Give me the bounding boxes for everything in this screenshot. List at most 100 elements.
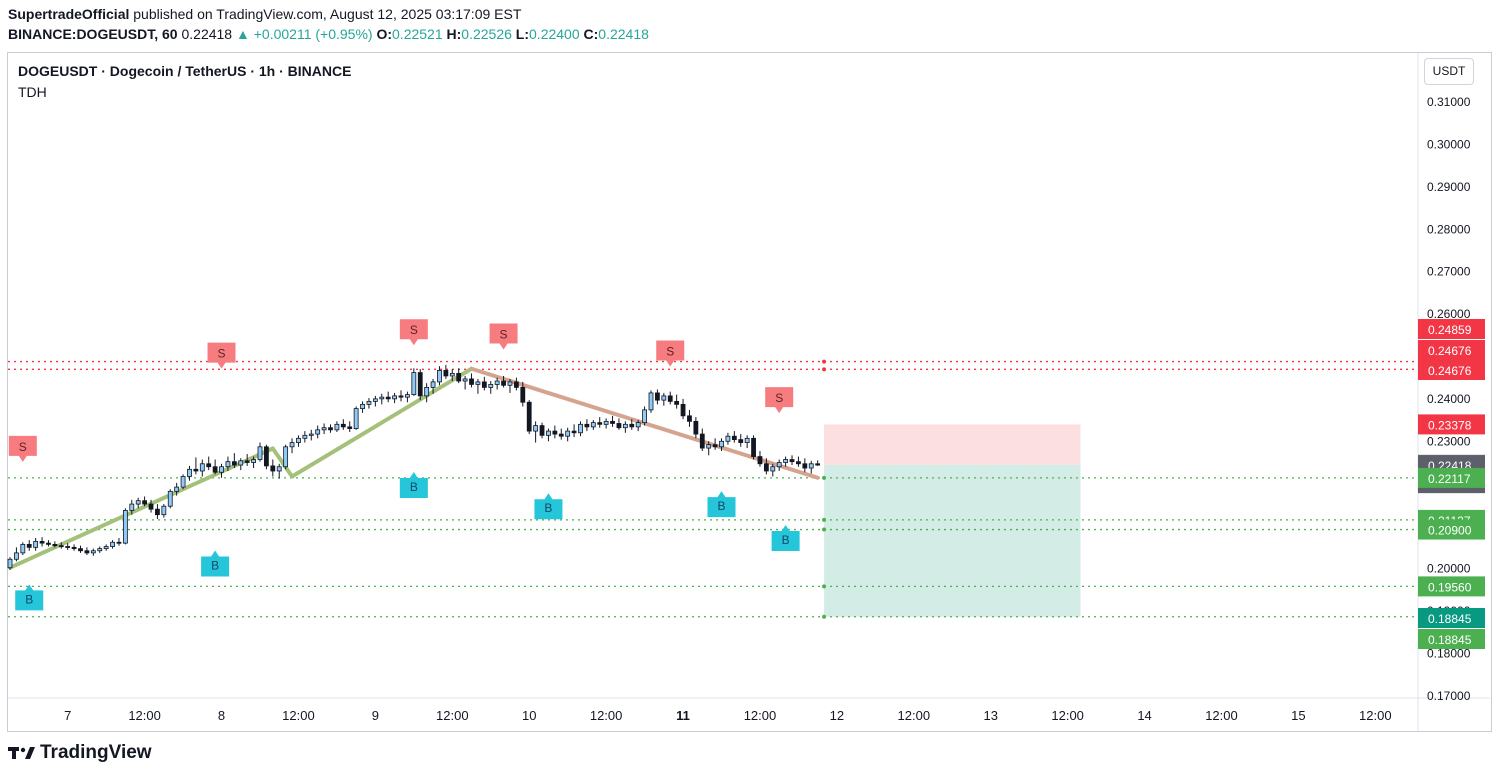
candle-body — [366, 401, 372, 405]
candle — [437, 366, 442, 386]
x-tick-label: 7 — [64, 708, 71, 723]
candle-body — [808, 463, 814, 469]
buy-signal-badge — [15, 584, 44, 611]
price-label-bg — [1418, 608, 1485, 628]
candle — [725, 432, 731, 445]
candle — [110, 540, 115, 549]
candle-body — [315, 429, 321, 435]
candle-body — [26, 543, 32, 548]
x-tick-label: 12:00 — [590, 708, 623, 723]
price-label-text: 0.19560 — [1428, 580, 1472, 594]
sell-signal-badge — [207, 342, 236, 369]
support-level-dot — [822, 614, 827, 619]
candle — [770, 463, 776, 477]
price-label-bg — [1418, 629, 1485, 649]
candle-body — [558, 433, 564, 437]
publisher-name[interactable]: SupertradeOfficial — [8, 6, 130, 22]
candle-body — [462, 378, 468, 382]
x-tick-label: 12:00 — [128, 708, 161, 723]
candle — [71, 544, 77, 551]
candle — [552, 425, 558, 439]
candle-body — [642, 409, 647, 424]
candle-body — [180, 476, 186, 488]
candle — [687, 409, 692, 427]
candle — [219, 463, 224, 478]
candle — [584, 419, 590, 432]
candle — [315, 425, 321, 439]
stop-loss-zone — [824, 424, 1081, 465]
candle-body — [770, 466, 776, 472]
candle — [571, 424, 577, 438]
candle-body — [603, 420, 609, 425]
open-value: 0.22521 — [392, 26, 443, 42]
candle — [52, 541, 58, 548]
high-label: H: — [446, 26, 462, 42]
candle-body — [693, 420, 699, 435]
candle — [597, 417, 603, 428]
candle-body — [187, 468, 192, 477]
candle-body — [353, 408, 359, 429]
buy-signal-badge — [399, 471, 428, 498]
tradingview-logo-icon — [8, 747, 35, 759]
candle-body — [174, 486, 180, 492]
candle-body — [65, 546, 71, 548]
candle — [340, 419, 346, 430]
buy-signal-label: B — [25, 592, 33, 606]
candle-body — [687, 415, 692, 422]
candle-body — [225, 461, 231, 468]
candle-body — [712, 444, 718, 448]
candle-body — [789, 459, 795, 463]
candle-body — [321, 427, 327, 431]
candle-body — [244, 460, 250, 463]
currency-button[interactable]: USDT — [1424, 58, 1474, 85]
resistance-level-dot — [822, 367, 827, 372]
candle — [372, 395, 378, 407]
candle — [167, 489, 173, 509]
candle-body — [520, 387, 526, 403]
candle — [7, 557, 13, 570]
candle-body — [231, 461, 237, 466]
candle — [738, 434, 744, 447]
price-label-bg — [1418, 340, 1485, 360]
candle-body — [494, 380, 500, 385]
price-label: 0.24859 — [1418, 319, 1485, 339]
candle-body — [622, 423, 628, 429]
candle-body — [616, 423, 622, 429]
candle-body — [289, 442, 295, 448]
buy-signal-label: B — [544, 501, 552, 515]
candle-body — [552, 430, 558, 435]
candle-body — [424, 387, 430, 397]
publish-line: SupertradeOfficial published on TradingV… — [8, 6, 521, 22]
candle — [565, 427, 571, 442]
candle-body — [578, 423, 583, 434]
buy-signal: B — [707, 491, 736, 518]
candle-body — [469, 378, 474, 385]
price-label-text: 0.18845 — [1428, 633, 1472, 647]
candle — [225, 456, 231, 471]
candle — [122, 508, 128, 545]
candle-body — [328, 427, 333, 431]
candle — [212, 459, 218, 475]
candle — [238, 458, 244, 471]
candle — [398, 390, 404, 402]
high-value: 0.22526 — [461, 26, 512, 42]
price-label-text: 0.20900 — [1428, 524, 1472, 538]
candle — [20, 542, 26, 556]
candle-body — [763, 463, 769, 472]
sell-signal: S — [656, 340, 685, 367]
candle-body — [251, 459, 256, 463]
sell-signal: S — [489, 323, 518, 350]
price-label-bg — [1418, 414, 1485, 435]
price-label-bg — [1418, 319, 1485, 339]
buy-signal-label: B — [211, 558, 219, 572]
brand-name[interactable]: TradingView — [40, 742, 152, 763]
candle — [815, 460, 821, 466]
sell-signal-label: S — [666, 344, 674, 358]
indicator-label: TDH — [18, 84, 47, 100]
candle-body — [167, 490, 173, 507]
sell-signal: S — [207, 342, 236, 369]
buy-signal-badge — [771, 525, 800, 552]
candle-body — [212, 466, 218, 473]
footer-brand: TradingView — [8, 742, 152, 764]
